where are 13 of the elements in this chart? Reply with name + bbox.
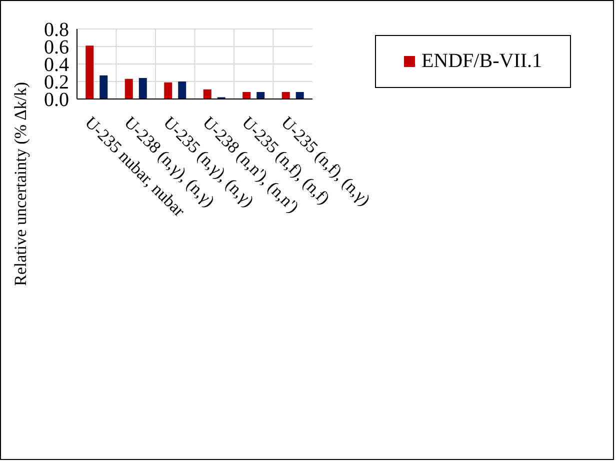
- y-axis-title: Relative uncertainty (% Δk/k): [11, 82, 30, 286]
- bar: [100, 75, 108, 99]
- bar: [164, 82, 172, 99]
- bar: [203, 89, 212, 99]
- bar: [86, 46, 94, 99]
- bar: [282, 92, 290, 99]
- legend-label: ENDF/B-VII.1: [421, 50, 542, 73]
- bar: [138, 78, 147, 99]
- bar: [124, 78, 133, 99]
- bar: [256, 92, 265, 99]
- bar: [178, 82, 186, 99]
- bar: [242, 92, 251, 99]
- bar: [296, 92, 304, 99]
